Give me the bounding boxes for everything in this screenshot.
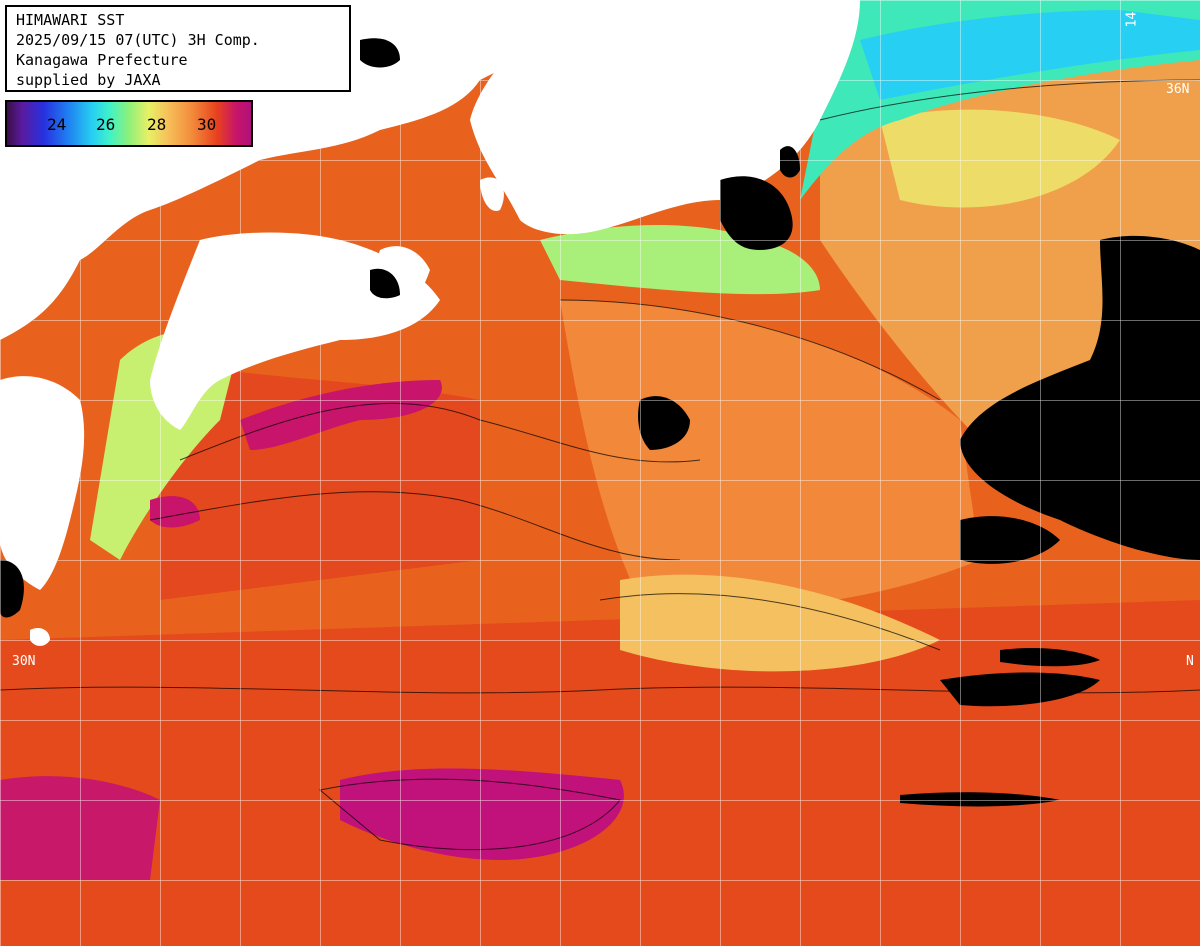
lon-label-top: 14 (1124, 11, 1140, 28)
timestamp: 2025/09/15 07(UTC) 3H Comp. (16, 31, 260, 49)
map-info-box: HIMAWARI SST 2025/09/15 07(UTC) 3H Comp.… (5, 5, 351, 92)
lat-label-30n: 30N (12, 654, 36, 669)
region-label: Kanagawa Prefecture (16, 51, 188, 69)
lat-label-30n-right: N (1186, 654, 1194, 669)
legend-label-24: 24 (47, 115, 67, 134)
legend-label-26: 26 (96, 115, 116, 134)
product-title: HIMAWARI SST (16, 11, 125, 29)
legend-label-28: 28 (147, 115, 167, 134)
lat-label-36n-right: 36N (1166, 82, 1190, 97)
credit-label: supplied by JAXA (16, 71, 161, 89)
color-scale-legend: 24 26 28 30 (5, 100, 253, 147)
legend-label-30: 30 (197, 115, 217, 134)
